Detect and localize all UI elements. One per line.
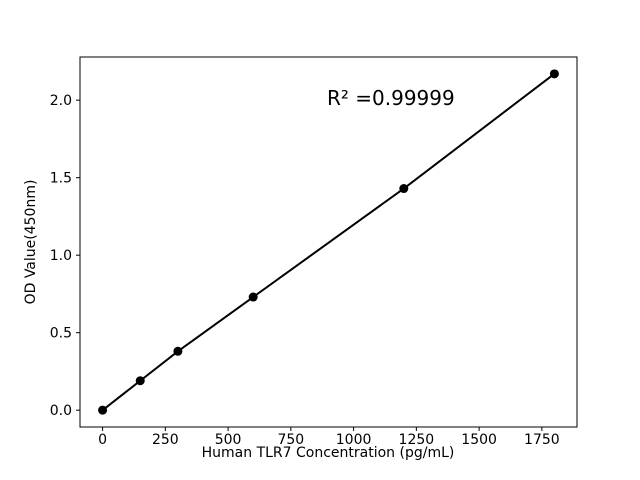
y-tick-label: 1.0 bbox=[50, 248, 72, 264]
y-tick-label: 0.5 bbox=[50, 326, 72, 342]
y-tick-label: 2.0 bbox=[50, 93, 72, 109]
axes-frame bbox=[79, 56, 578, 428]
fit-line bbox=[101, 73, 556, 411]
x-tick-label: 1500 bbox=[461, 432, 497, 448]
y-axis-ticks: 0.0 0.5 1.0 1.5 2.0 bbox=[50, 93, 80, 419]
data-points bbox=[98, 69, 559, 415]
data-point-marker bbox=[248, 292, 258, 302]
x-axis-ticks: 0 250 500 750 1000 1250 1500 1750 bbox=[98, 427, 560, 448]
data-point-marker bbox=[173, 346, 183, 356]
r-squared-annotation: R² =0.99999 bbox=[327, 86, 455, 110]
x-tick-label: 500 bbox=[215, 432, 242, 448]
data-point-marker bbox=[399, 184, 409, 194]
x-tick-label: 0 bbox=[98, 432, 107, 448]
x-axis-label: Human TLR7 Concentration (pg/mL) bbox=[201, 445, 455, 461]
x-tick-label: 1750 bbox=[524, 432, 560, 448]
x-tick-label: 750 bbox=[277, 432, 304, 448]
y-tick-label: 1.5 bbox=[50, 171, 72, 187]
x-tick-label: 1000 bbox=[336, 432, 372, 448]
y-axis-label: OD Value(450nm) bbox=[23, 179, 39, 305]
data-point-marker bbox=[135, 376, 145, 386]
y-tick-label: 0.0 bbox=[50, 403, 72, 419]
data-point-marker bbox=[98, 405, 108, 415]
x-tick-label: 1250 bbox=[399, 432, 435, 448]
x-tick-label: 250 bbox=[152, 432, 179, 448]
data-point-marker bbox=[549, 69, 559, 79]
